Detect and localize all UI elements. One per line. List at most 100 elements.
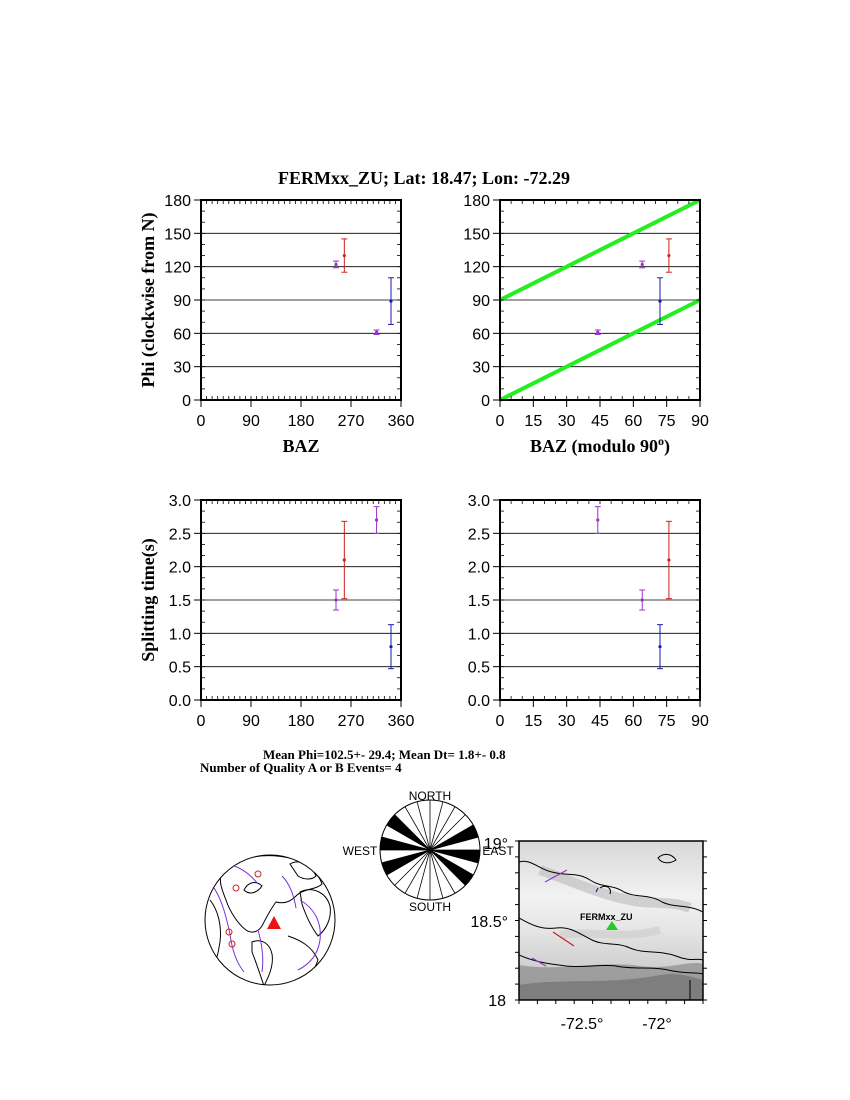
data-point (373, 506, 380, 534)
y-tick-label: 1.5 (169, 593, 191, 610)
x-tick-label: 0 (496, 413, 505, 430)
map-lat-19: 19° (484, 836, 508, 853)
y-tick-label: 2.0 (468, 560, 490, 577)
y-tick-label: 0 (182, 393, 191, 410)
y-tick-label: 3.0 (468, 493, 490, 510)
x-tick-label: 0 (197, 713, 206, 730)
globe-event-marker (228, 940, 236, 948)
summary-mean-line: Mean Phi=102.5+- 29.4; Mean Dt= 1.8+- 0.… (263, 747, 506, 762)
globe-event-marker (232, 884, 240, 892)
y-tick-label: 0.0 (468, 693, 490, 710)
x-tick-label: 60 (624, 413, 642, 430)
x-tick-label: 0 (197, 413, 206, 430)
y-tick-label: 2.5 (169, 526, 191, 543)
dt-vs-baz-mod90-panel: 0 15 30 45 60 75 90 0.0 0.5 1.0 1.5 2.0 2.5 3.0 (468, 493, 709, 730)
dt-vs-baz-panel: 0 90 180 270 360 0.0 0.5 1.0 1.5 2.0 2.5 3.0 Splitti… (138, 493, 414, 730)
x-tick-label: 180 (288, 413, 315, 430)
globe-event-marker (225, 928, 233, 936)
map-station-marker (606, 921, 618, 930)
x-tick-label: 15 (524, 713, 542, 730)
y-tick-label: 3.0 (169, 493, 191, 510)
map-coastline-north (519, 860, 703, 913)
rose-diagram (379, 799, 481, 901)
y-tick-label: 1.5 (468, 593, 490, 610)
map-lon-72: -72° (642, 1016, 672, 1033)
y-tick-label: 150 (463, 226, 490, 243)
data-point (373, 329, 380, 335)
rose-sector (430, 825, 479, 850)
x-tick-label: 270 (338, 413, 365, 430)
y-axis-label: Splitting time(s) (138, 538, 159, 662)
x-tick-label: 0 (496, 713, 505, 730)
data-point (333, 589, 339, 611)
x-axis-label: BAZ (modulo 90o) (530, 434, 670, 457)
reference-line (499, 198, 701, 302)
y-tick-label: 2.5 (468, 526, 490, 543)
data-point (594, 506, 601, 534)
globe-event-marker (254, 870, 262, 878)
y-tick-label: 90 (173, 293, 191, 310)
y-tick-label: 150 (164, 226, 191, 243)
y-tick-label: 0.5 (169, 660, 191, 677)
x-tick-label: 90 (242, 713, 260, 730)
y-tick-label: 120 (463, 260, 490, 277)
y-axis-label: Phi (clockwise from N) (138, 212, 159, 387)
map-coastline-gulf (519, 917, 703, 961)
x-tick-label: 360 (388, 413, 415, 430)
map-split-bar (544, 869, 568, 883)
data-point (388, 277, 394, 325)
data-point (657, 277, 663, 325)
x-tick-label: 90 (242, 413, 260, 430)
reference-line (499, 298, 701, 402)
rose-label-west: WEST (343, 844, 378, 858)
y-tick-label: 180 (463, 193, 490, 210)
x-tick-label: 60 (624, 713, 642, 730)
x-tick-label: 30 (558, 713, 576, 730)
map-split-bar (531, 957, 547, 967)
y-tick-label: 60 (173, 326, 191, 343)
map-split-bar (595, 887, 599, 893)
summary-count-line: Number of Quality A or B Events= 4 (200, 760, 402, 775)
y-tick-label: 0.0 (169, 693, 191, 710)
y-tick-label: 0.5 (468, 660, 490, 677)
rose-sector (430, 850, 474, 886)
data-point (657, 624, 663, 670)
y-tick-label: 0 (481, 393, 490, 410)
y-tick-label: 30 (472, 360, 490, 377)
y-tick-label: 1.0 (468, 626, 490, 643)
globe-station-marker (267, 916, 281, 929)
map-split-bar (552, 931, 575, 947)
phi-vs-baz-panel: 0 90 180 270 360 0 30 60 90 120 150 180 BAZ Phi (cloc… (138, 193, 414, 456)
x-tick-label: 30 (558, 413, 576, 430)
data-point (639, 589, 646, 611)
data-point (388, 624, 394, 670)
regional-map: FERMxx_ZU 19° 18.5° 18 -72.5° -72° (470, 836, 707, 1033)
y-tick-label: 180 (164, 193, 191, 210)
x-tick-label: 360 (388, 713, 415, 730)
y-tick-label: 1.0 (169, 626, 191, 643)
data-point (333, 260, 339, 269)
map-ticks (515, 840, 707, 1004)
data-point (665, 238, 672, 273)
x-tick-label: 15 (524, 413, 542, 430)
x-tick-label: 90 (691, 713, 709, 730)
figure-title: FERMxx_ZU; Lat: 18.47; Lon: -72.29 (278, 168, 570, 188)
data-point (665, 520, 672, 600)
x-tick-label: 45 (591, 713, 609, 730)
x-tick-label: 75 (658, 413, 676, 430)
rose-sector (381, 850, 430, 875)
x-tick-label: 45 (591, 413, 609, 430)
rose-label-east: EAST (482, 844, 514, 858)
x-axis-label: BAZ (282, 436, 319, 456)
y-tick-label: 2.0 (169, 560, 191, 577)
globe-map (204, 854, 336, 986)
rose-sector (386, 814, 430, 850)
map-lat-18: 18 (488, 993, 506, 1010)
map-coastline-south (519, 954, 703, 975)
x-tick-label: 180 (288, 713, 315, 730)
map-lat-18-5: 18.5° (470, 914, 508, 931)
rose-label-north: NORTH (409, 789, 451, 803)
data-point (639, 260, 646, 269)
map-lon-72-5: -72.5° (561, 1016, 604, 1033)
